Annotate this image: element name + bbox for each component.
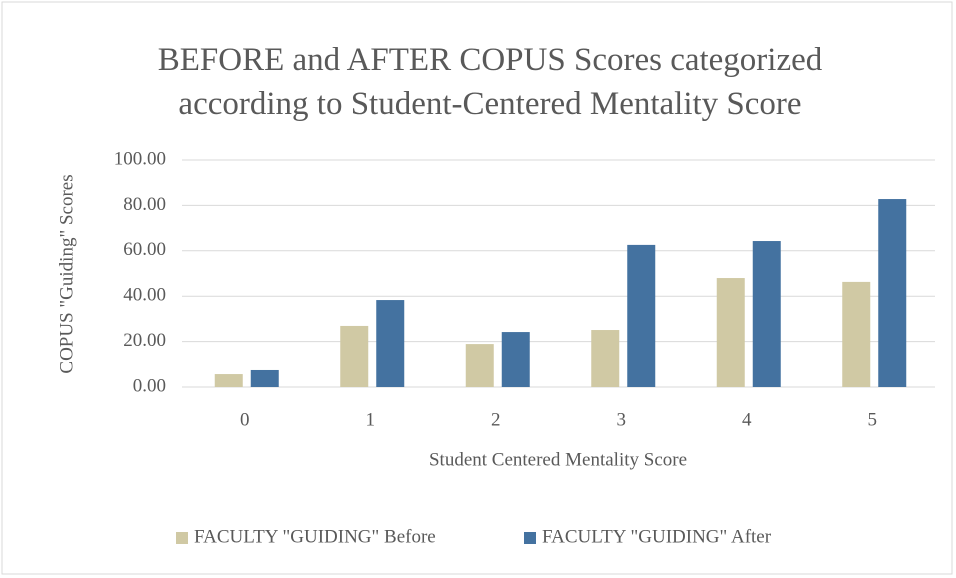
bar (842, 281, 871, 387)
bar (340, 325, 369, 387)
bar (250, 369, 279, 387)
x-tick-label: 4 (742, 409, 752, 430)
bar (716, 278, 745, 387)
legend-swatch (524, 532, 536, 544)
y-tick-label: 60.00 (123, 239, 166, 260)
y-tick-label: 100.00 (114, 148, 166, 169)
x-axis-title: Student Centered Mentality Score (429, 449, 687, 470)
bar (465, 344, 494, 387)
y-tick-label: 0.00 (133, 375, 166, 396)
y-tick-label: 20.00 (123, 330, 166, 351)
bar (501, 332, 530, 387)
legend-label: FACULTY "GUIDING" Before (194, 526, 436, 547)
bar (878, 199, 907, 387)
x-tick-label: 1 (366, 409, 376, 430)
chart-title: BEFORE and AFTER COPUS Scores categorize… (157, 42, 823, 122)
bar (376, 300, 405, 387)
bar (591, 330, 620, 387)
x-tick-label: 0 (240, 409, 250, 430)
y-tick-label: 80.00 (123, 194, 166, 215)
y-axis-title: COPUS "Guiding" Scores (56, 174, 77, 373)
y-tick-label: 40.00 (123, 285, 166, 306)
bar (627, 244, 656, 387)
x-tick-label: 5 (868, 409, 878, 430)
x-tick-label: 3 (617, 409, 627, 430)
legend-label: FACULTY "GUIDING" After (542, 526, 772, 547)
bar (214, 374, 243, 387)
legend-swatch (176, 532, 188, 544)
x-tick-label: 2 (491, 409, 501, 430)
bar (752, 241, 781, 387)
